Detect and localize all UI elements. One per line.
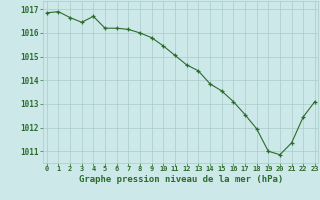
X-axis label: Graphe pression niveau de la mer (hPa): Graphe pression niveau de la mer (hPa) xyxy=(79,175,283,184)
